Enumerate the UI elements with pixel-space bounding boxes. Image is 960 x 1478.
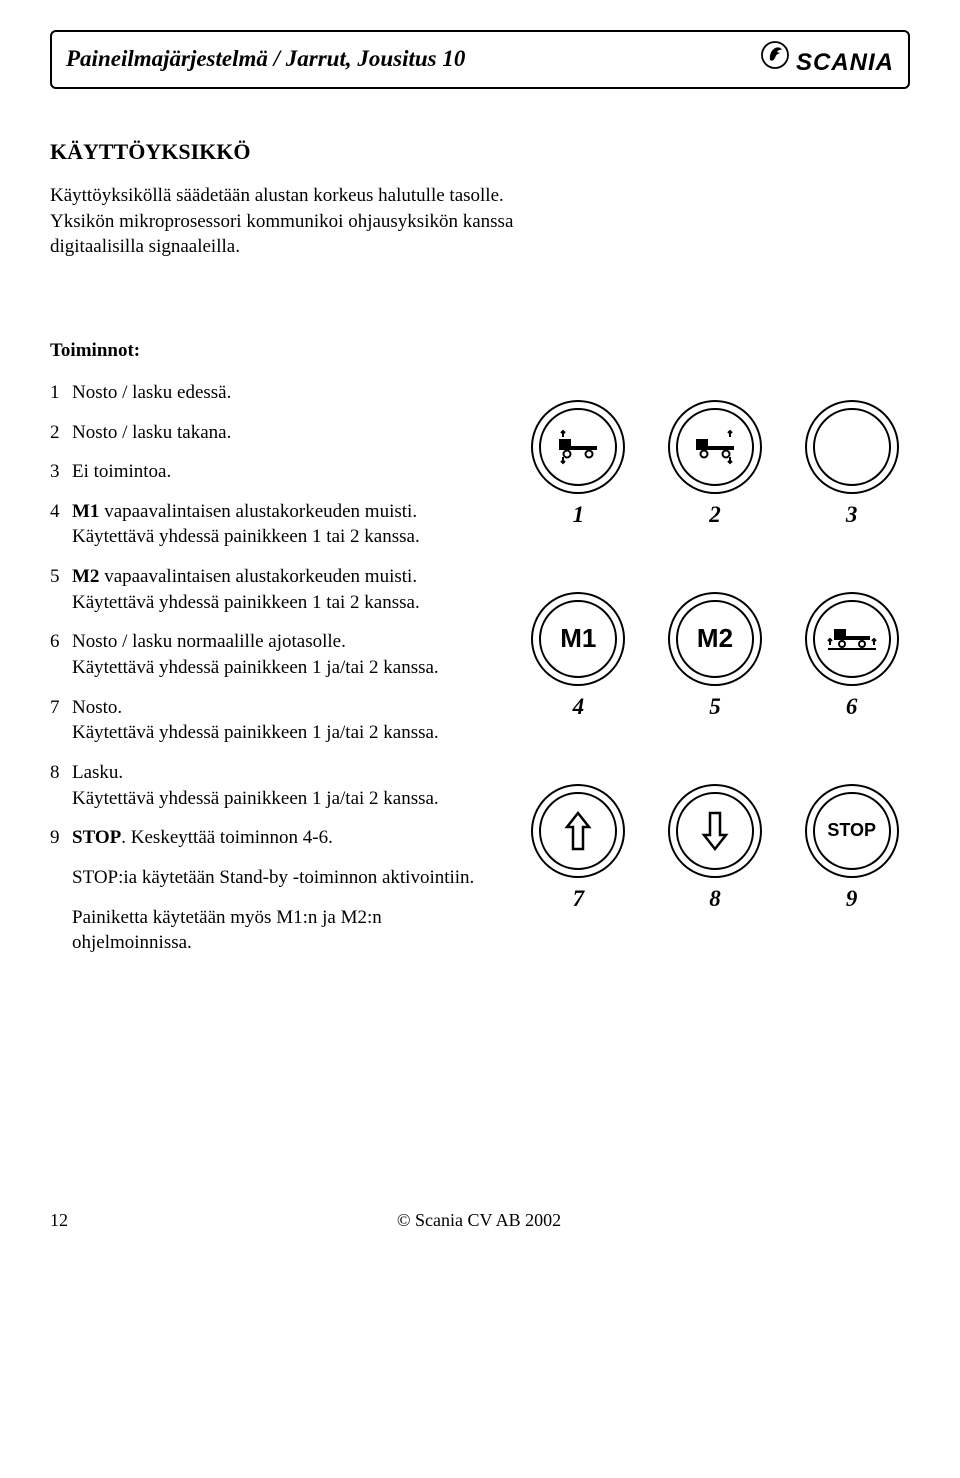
button-number: 6 <box>846 694 858 720</box>
header-box: Paineilmajärjestelmä / Jarrut, Jousitus … <box>50 30 910 89</box>
list-body: Nosto / lasku edessä. <box>72 380 480 406</box>
truck-front-icon <box>553 429 603 465</box>
brand-name: SCANIA <box>796 49 894 77</box>
list-extra-block: Painiketta käytetään myös M1:n ja M2:n o… <box>72 905 480 956</box>
button-7[interactable] <box>531 784 625 878</box>
button-number: 9 <box>846 886 858 912</box>
list-strong: M2 <box>72 566 99 587</box>
list-item: 5 M2 vapaavalintaisen alustakorkeuden mu… <box>50 564 480 615</box>
button-cell-3: 3 <box>793 400 910 528</box>
list-column: 1 Nosto / lasku edessä. 2 Nosto / lasku … <box>50 380 480 970</box>
list-num: 2 <box>50 420 72 446</box>
button-cell-4: M1 4 <box>520 592 637 720</box>
button-label: M1 <box>560 623 596 654</box>
button-cell-6: 6 <box>793 592 910 720</box>
list-extra-block: STOP:ia käytetään Stand-by -toiminnon ak… <box>72 865 480 891</box>
button-number: 7 <box>573 886 585 912</box>
page-number: 12 <box>50 1210 68 1231</box>
list-num: 6 <box>50 629 72 680</box>
button-number: 1 <box>573 502 585 528</box>
intro-paragraph: Käyttöyksiköllä säädetään alustan korkeu… <box>50 183 520 260</box>
list-body: Lasku. Käytettävä yhdessä painikkeen 1 j… <box>72 760 480 811</box>
truck-rear-icon <box>690 429 740 465</box>
list-extra: Käytettävä yhdessä painikkeen 1 ja/tai 2… <box>72 788 439 809</box>
list-item: 3 Ei toimintoa. <box>50 459 480 485</box>
list-num: 9 <box>50 825 72 851</box>
header-title: Paineilmajärjestelmä / Jarrut, Jousitus … <box>66 46 465 72</box>
button-number: 4 <box>573 694 585 720</box>
button-8[interactable] <box>668 784 762 878</box>
list-item: 4 M1 vapaavalintaisen alustakorkeuden mu… <box>50 499 480 550</box>
list-num: 4 <box>50 499 72 550</box>
button-cell-2: 2 <box>657 400 774 528</box>
button-label-stop: STOP <box>827 820 876 841</box>
list-extra: Käytettävä yhdessä painikkeen 1 ja/tai 2… <box>72 722 439 743</box>
button-cell-8: 8 <box>657 784 774 912</box>
section-heading: KÄYTTÖYKSIKKÖ <box>50 139 910 165</box>
list-num: 8 <box>50 760 72 811</box>
toiminnot-label: Toiminnot: <box>50 340 910 362</box>
button-2[interactable] <box>668 400 762 494</box>
list-item: 6 Nosto / lasku normaalille ajotasolle. … <box>50 629 480 680</box>
list-item: 9 STOP. Keskeyttää toiminnon 4-6. <box>50 825 480 851</box>
list-body: Nosto / lasku takana. <box>72 420 480 446</box>
button-number: 2 <box>709 502 721 528</box>
list-extra: Käytettävä yhdessä painikkeen 1 ja/tai 2… <box>72 657 439 678</box>
list-extra: Käytettävä yhdessä painikkeen 1 tai 2 ka… <box>72 592 420 613</box>
button-5[interactable]: M2 <box>668 592 762 686</box>
footer: 12 © Scania CV AB 2002 <box>50 1210 910 1231</box>
arrow-down-icon <box>700 809 730 853</box>
list-item: 7 Nosto. Käytettävä yhdessä painikkeen 1… <box>50 695 480 746</box>
button-number: 8 <box>709 886 721 912</box>
list-post: . Keskeyttää toiminnon 4-6. <box>121 827 333 848</box>
button-number: 5 <box>709 694 721 720</box>
list-body: M2 vapaavalintaisen alustakorkeuden muis… <box>72 564 480 615</box>
griffin-icon <box>760 40 790 75</box>
list-post: vapaavalintaisen alustakorkeuden muisti. <box>99 566 417 587</box>
list-text: Nosto / lasku normaalille ajotasolle. <box>72 631 346 652</box>
arrow-up-icon <box>563 809 593 853</box>
list-text: Lasku. <box>72 762 123 783</box>
button-9[interactable]: STOP <box>805 784 899 878</box>
list-extra: Käytettävä yhdessä painikkeen 1 tai 2 ka… <box>72 526 420 547</box>
button-cell-1: 1 <box>520 400 637 528</box>
list-strong: STOP <box>72 827 121 848</box>
button-3[interactable] <box>805 400 899 494</box>
list-num: 5 <box>50 564 72 615</box>
list-num: 7 <box>50 695 72 746</box>
list-body: Nosto. Käytettävä yhdessä painikkeen 1 j… <box>72 695 480 746</box>
truck-level-icon <box>826 621 878 657</box>
list-item: 8 Lasku. Käytettävä yhdessä painikkeen 1… <box>50 760 480 811</box>
list-strong: M1 <box>72 501 99 522</box>
list-body: Nosto / lasku normaalille ajotasolle. Kä… <box>72 629 480 680</box>
list-body: Ei toimintoa. <box>72 459 480 485</box>
list-body: STOP. Keskeyttää toiminnon 4-6. <box>72 825 480 851</box>
list-num: 1 <box>50 380 72 406</box>
button-4[interactable]: M1 <box>531 592 625 686</box>
list-item: 1 Nosto / lasku edessä. <box>50 380 480 406</box>
list-text: Nosto. <box>72 697 122 718</box>
button-cell-7: 7 <box>520 784 637 912</box>
button-6[interactable] <box>805 592 899 686</box>
copyright: © Scania CV AB 2002 <box>397 1210 561 1231</box>
content-row: 1 Nosto / lasku edessä. 2 Nosto / lasku … <box>50 380 910 970</box>
button-1[interactable] <box>531 400 625 494</box>
list-num: 3 <box>50 459 72 485</box>
button-number: 3 <box>846 502 858 528</box>
buttons-column: 1 2 3 <box>510 380 910 970</box>
button-cell-5: M2 5 <box>657 592 774 720</box>
button-label: M2 <box>697 623 733 654</box>
list-item: 2 Nosto / lasku takana. <box>50 420 480 446</box>
button-cell-9: STOP 9 <box>793 784 910 912</box>
list-post: vapaavalintaisen alustakorkeuden muisti. <box>99 501 417 522</box>
brand: SCANIA <box>760 40 894 77</box>
list-body: M1 vapaavalintaisen alustakorkeuden muis… <box>72 499 480 550</box>
